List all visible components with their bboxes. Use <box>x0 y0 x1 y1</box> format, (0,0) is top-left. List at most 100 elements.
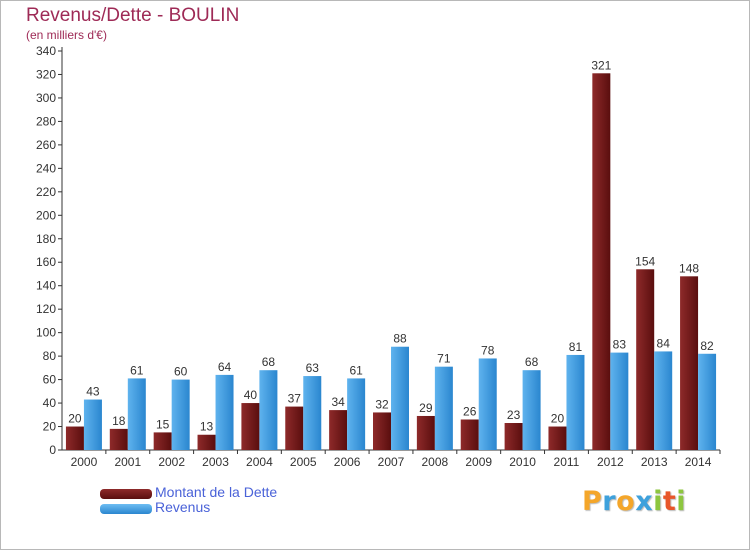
legend-swatch-revenus <box>100 504 152 514</box>
chart-subtitle: (en milliers d'€) <box>26 28 107 42</box>
logo-letter: o <box>616 486 636 517</box>
bar-dette <box>373 412 391 450</box>
data-label-dette: 32 <box>375 397 389 411</box>
y-tick-label: 240 <box>36 161 56 175</box>
data-label-revenus: 88 <box>393 332 407 346</box>
y-tick-label: 300 <box>36 91 56 105</box>
data-label-dette: 34 <box>331 395 345 409</box>
bar-revenus <box>522 370 541 450</box>
y-tick-label: 180 <box>36 232 56 246</box>
y-tick-label: 260 <box>36 138 56 152</box>
data-label-dette: 23 <box>507 408 521 422</box>
data-label-dette: 13 <box>200 420 214 434</box>
x-tick-label: 2004 <box>246 455 273 469</box>
data-label-revenus: 84 <box>657 336 671 350</box>
y-tick-label: 220 <box>36 185 56 199</box>
y-tick-label: 40 <box>43 396 57 410</box>
data-label-revenus: 68 <box>525 355 539 369</box>
bar-revenus <box>259 370 278 450</box>
bar-dette <box>680 276 699 450</box>
bar-revenus <box>478 358 497 450</box>
y-tick-label: 160 <box>36 255 56 269</box>
y-tick-label: 100 <box>36 326 56 340</box>
x-tick-label: 2014 <box>685 455 712 469</box>
bar-dette <box>460 419 479 450</box>
bar-dette <box>329 410 348 450</box>
y-tick-label: 340 <box>36 44 56 58</box>
legend-swatch-dette <box>100 489 152 499</box>
data-label-revenus: 81 <box>569 340 583 354</box>
y-tick-label: 140 <box>36 279 56 293</box>
x-tick-label: 2009 <box>465 455 492 469</box>
bar-dette <box>153 432 172 450</box>
data-label-revenus: 61 <box>349 363 363 377</box>
data-label-dette: 20 <box>68 412 82 426</box>
y-tick-label: 80 <box>43 349 57 363</box>
bar-dette <box>65 426 84 450</box>
bar-revenus <box>391 346 409 450</box>
bars <box>65 73 717 450</box>
logo-letter: t <box>662 486 677 517</box>
bar-dette <box>241 403 260 450</box>
x-tick-label: 2013 <box>641 455 668 469</box>
bar-dette <box>197 434 216 450</box>
data-label-dette: 321 <box>591 58 611 72</box>
bar-revenus <box>698 353 717 450</box>
logo-letter: r <box>602 486 617 517</box>
bar-dette <box>285 406 304 450</box>
bar-revenus <box>83 399 102 450</box>
x-tick-label: 2008 <box>422 455 449 469</box>
y-tick-label: 120 <box>36 302 56 316</box>
y-tick-label: 0 <box>49 443 56 457</box>
x-tick-label: 2007 <box>378 455 405 469</box>
data-label-revenus: 61 <box>130 363 144 377</box>
logo-letter: i <box>676 486 687 517</box>
data-label-dette: 154 <box>635 254 655 268</box>
data-label-dette: 18 <box>112 414 126 428</box>
bar-dette <box>592 73 611 450</box>
proxiti-logo: Proxiti <box>582 486 686 517</box>
data-label-dette: 29 <box>419 401 433 415</box>
bar-revenus <box>303 376 322 450</box>
data-label-dette: 26 <box>463 404 477 418</box>
x-tick-label: 2006 <box>334 455 361 469</box>
bar-dette <box>504 423 523 450</box>
x-tick-label: 2000 <box>71 455 98 469</box>
y-axis: 0 20 40 60 80 100 120 140 160 180 200 220 240 260 280 3… <box>36 44 63 457</box>
bar-revenus <box>215 374 234 450</box>
data-label-revenus: 64 <box>218 360 232 374</box>
bar-revenus <box>171 379 190 450</box>
data-label-revenus: 63 <box>306 361 320 375</box>
bar-revenus <box>654 351 673 450</box>
logo-letter: P <box>582 486 603 517</box>
x-tick-label: 2005 <box>290 455 317 469</box>
logo-letter: i <box>653 486 663 517</box>
legend-label-revenus: Revenus <box>155 499 211 515</box>
data-label-dette: 37 <box>288 392 302 406</box>
x-tick-label: 2012 <box>597 455 624 469</box>
legend-label-dette: Montant de la Dette <box>155 484 278 500</box>
y-tick-label: 320 <box>36 67 56 81</box>
data-label-dette: 148 <box>679 261 699 275</box>
bar-dette <box>109 428 128 450</box>
x-tick-label: 2011 <box>554 455 580 469</box>
data-label-revenus: 68 <box>262 355 276 369</box>
y-tick-label: 60 <box>43 373 57 387</box>
bar-dette <box>416 415 435 450</box>
data-label-revenus: 82 <box>700 339 714 353</box>
y-tick-label: 280 <box>36 114 56 128</box>
data-label-dette: 40 <box>244 388 258 402</box>
x-tick-label: 2002 <box>158 455 185 469</box>
bar-revenus <box>434 366 453 450</box>
x-tick-label: 2001 <box>114 455 141 469</box>
y-tick-label: 200 <box>36 208 56 222</box>
data-label-revenus: 43 <box>86 385 100 399</box>
bar-revenus <box>610 352 629 450</box>
data-label-dette: 15 <box>156 417 170 431</box>
chart-title: Revenus/Dette - BOULIN <box>26 5 240 26</box>
data-label-revenus: 78 <box>481 343 495 357</box>
bar-dette <box>636 269 655 450</box>
x-axis: 2000 2001 2002 2003 2004 2005 2006 2007 2008 2009… <box>62 449 721 469</box>
